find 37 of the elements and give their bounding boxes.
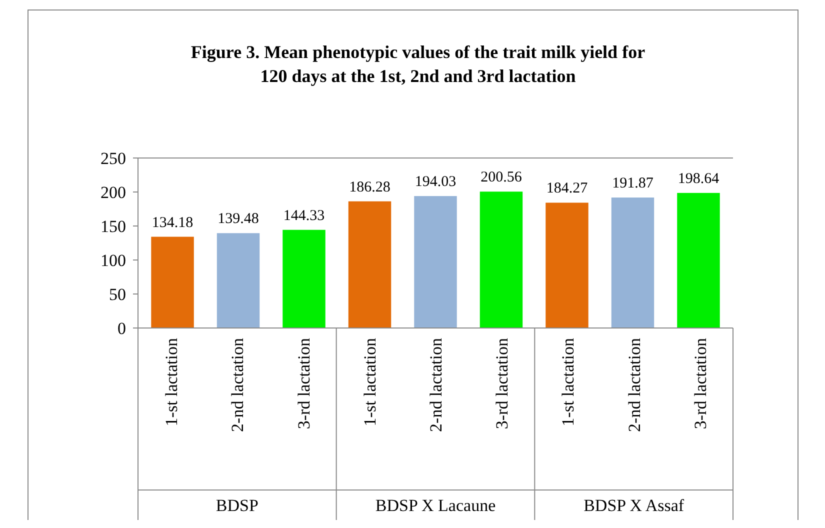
x-tick-label: 3-rd lactation <box>492 338 512 430</box>
y-tick-label: 0 <box>118 318 126 338</box>
bar <box>546 202 588 328</box>
data-label: 144.33 <box>283 208 325 224</box>
bar <box>480 192 523 328</box>
data-label: 198.64 <box>678 170 720 187</box>
x-tick-label: 2-nd lactation <box>426 338 446 432</box>
y-tick-label: 50 <box>109 284 126 304</box>
data-label: 186.28 <box>349 179 390 196</box>
bar <box>151 236 194 328</box>
y-tick-label: 250 <box>100 148 126 168</box>
x-tick-label: 1-st lactation <box>360 338 380 426</box>
data-label: 191.87 <box>612 176 654 192</box>
text: BDSP X Assaf <box>584 496 684 515</box>
bar <box>348 201 392 328</box>
bar <box>282 230 326 328</box>
data-label: 200.56 <box>480 170 522 186</box>
data-label: 134.18 <box>152 214 194 231</box>
y-tick-label: 150 <box>100 216 126 236</box>
x-tick-label: 2-nd lactation <box>228 338 248 432</box>
text: BDSP <box>216 496 258 515</box>
x-tick-label: 1-st lactation <box>558 338 578 426</box>
x-tick-label: 1-st lactation <box>162 338 182 426</box>
data-label: 194.03 <box>414 174 456 190</box>
x-tick-label: 3-rd lactation <box>690 338 710 430</box>
bar <box>414 196 457 328</box>
chart-title: Figure 3. Mean phenotypic values of the trait milk yield for 120 days at the 1st, 2nd and 3rd lactation <box>190 42 646 86</box>
y-tick-label: 100 <box>100 250 126 270</box>
x-tick-label: 2-nd lactation <box>624 338 644 432</box>
x-tick-label: 3-rd lactation <box>294 338 314 430</box>
bar <box>611 198 654 328</box>
bar <box>216 233 260 328</box>
data-label: 139.48 <box>218 211 259 228</box>
data-label: 184.27 <box>546 180 588 197</box>
bar <box>677 192 720 328</box>
y-tick-label: 200 <box>100 182 126 202</box>
text: BDSP X Lacaune <box>375 496 496 515</box>
